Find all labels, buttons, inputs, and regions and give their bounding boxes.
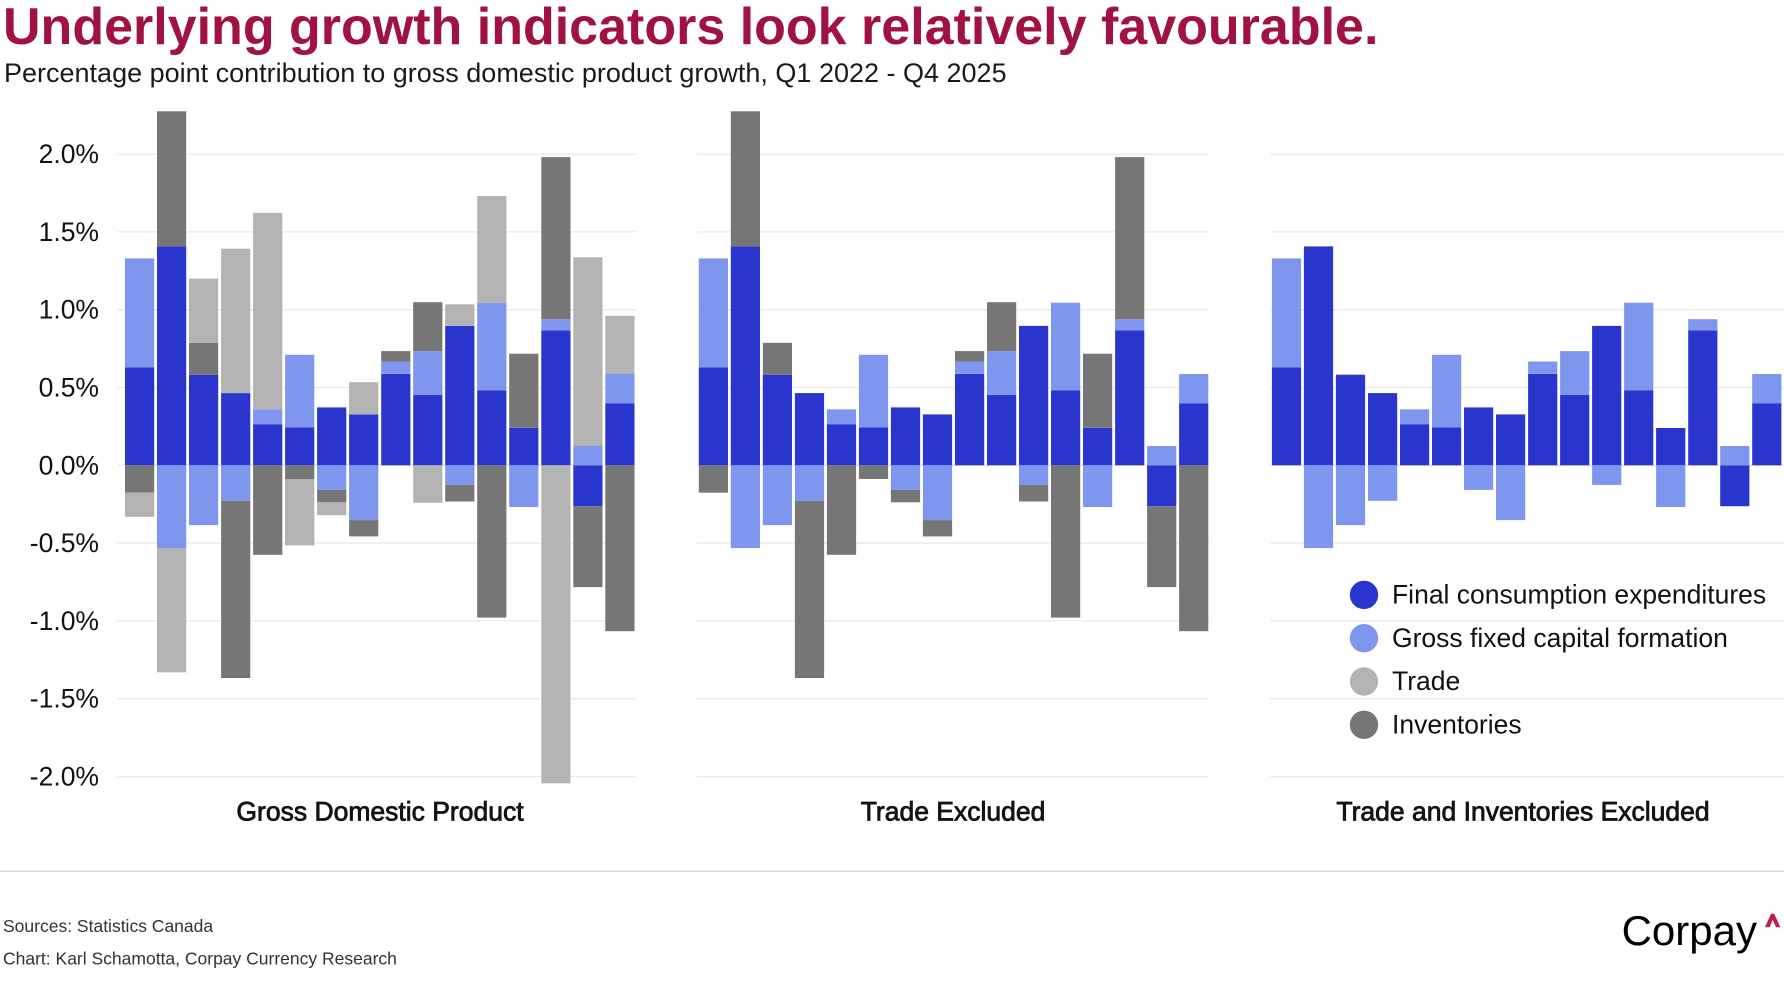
svg-text:Gross Domestic Product: Gross Domestic Product [236, 797, 524, 827]
svg-text:-1.5%: -1.5% [30, 684, 99, 714]
svg-text:Sources: Statistics Canada: Sources: Statistics Canada [3, 916, 213, 936]
svg-text:2.0%: 2.0% [39, 139, 99, 169]
svg-text:Percentage point contribution: Percentage point contribution to gross d… [4, 58, 1007, 88]
svg-text:Trade and Inventories Excluded: Trade and Inventories Excluded [1336, 797, 1709, 827]
svg-text:Corpay: Corpay [1622, 907, 1757, 954]
svg-text:-0.5%: -0.5% [30, 528, 99, 558]
svg-text:Trade: Trade [1392, 666, 1460, 696]
svg-text:Trade Excluded: Trade Excluded [861, 797, 1046, 827]
svg-text:1.5%: 1.5% [39, 217, 99, 247]
svg-text:-1.0%: -1.0% [30, 606, 99, 636]
svg-text:0.5%: 0.5% [39, 373, 99, 403]
svg-text:Gross fixed capital formation: Gross fixed capital formation [1392, 623, 1728, 653]
svg-text:Final consumption expenditures: Final consumption expenditures [1392, 580, 1766, 610]
svg-text:-2.0%: -2.0% [30, 762, 99, 792]
svg-text:1.0%: 1.0% [39, 295, 99, 325]
svg-text:Chart: Karl Schamotta, Corpay: Chart: Karl Schamotta, Corpay Currency R… [3, 949, 397, 969]
svg-text:0.0%: 0.0% [39, 450, 99, 480]
svg-text:Underlying growth indicators l: Underlying growth indicators look relati… [3, 0, 1378, 56]
svg-text:Inventories: Inventories [1392, 710, 1522, 740]
